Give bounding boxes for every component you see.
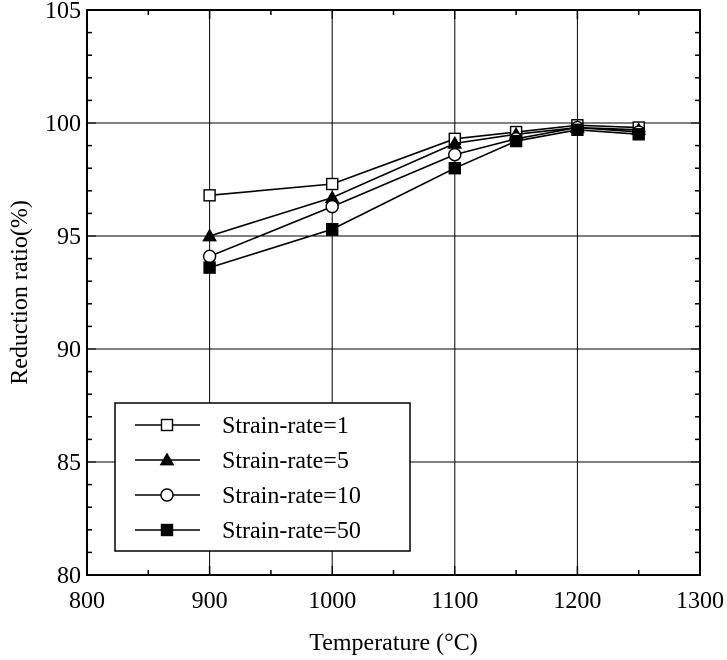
data-point — [509, 134, 523, 148]
legend-item: Strain-rate=1 — [135, 413, 349, 439]
x-tick-label: 1000 — [308, 588, 356, 614]
data-point — [632, 128, 645, 141]
x-tick-label: 1100 — [431, 588, 478, 614]
y-tick-label: 100 — [45, 111, 81, 137]
data-point — [448, 161, 461, 175]
series-line — [209, 126, 639, 237]
y-tick-label: 90 — [57, 337, 81, 363]
legend-item: Strain-rate=50 — [135, 518, 361, 544]
legend: Strain-rate=1 Strain-rate=5 Strain-rate=10… — [114, 402, 411, 552]
data-point — [326, 177, 339, 191]
data-point — [202, 249, 217, 264]
x-axis-title: Temperature (°C) — [309, 630, 478, 656]
series-4 — [203, 123, 645, 274]
series-line — [209, 124, 639, 197]
data-point — [326, 223, 339, 236]
x-tick-label: 1300 — [676, 588, 724, 614]
legend-label: Strain-rate=5 — [222, 448, 349, 474]
legend-label: Strain-rate=1 — [222, 413, 349, 439]
legend-item: Strain-rate=5 — [135, 448, 349, 474]
data-point — [202, 228, 217, 242]
legend-marker — [159, 452, 175, 466]
series-3 — [202, 120, 646, 264]
plot-frame — [86, 9, 701, 576]
x-tick-label: 1200 — [553, 588, 601, 614]
y-tick-label: 95 — [57, 224, 81, 250]
data-point — [448, 147, 462, 162]
data-point — [325, 199, 339, 214]
data-point — [571, 123, 584, 136]
legend-item: Strain-rate=10 — [135, 483, 361, 509]
legend-label: Strain-rate=10 — [222, 483, 361, 509]
legend-marker — [160, 523, 174, 537]
series-line — [209, 126, 639, 258]
x-tick-label: 800 — [69, 588, 105, 614]
series-2 — [202, 120, 647, 242]
tick-labels: 800 900 1000 1100 1200 1300 80 85 90 95 100 105 — [45, 0, 724, 614]
legend-marker — [160, 488, 174, 502]
y-tick-label: 85 — [57, 450, 81, 476]
x-tick-label: 900 — [192, 588, 228, 614]
data-point — [203, 261, 216, 274]
y-tick-label: 80 — [57, 563, 81, 589]
legend-marker — [160, 418, 174, 432]
series-line — [209, 128, 639, 269]
series-layer — [202, 119, 647, 274]
legend-label: Strain-rate=50 — [222, 518, 361, 544]
y-axis-title: Reduction ratio(%) — [7, 200, 33, 385]
y-tick-label: 105 — [45, 0, 81, 24]
data-point — [203, 189, 216, 202]
